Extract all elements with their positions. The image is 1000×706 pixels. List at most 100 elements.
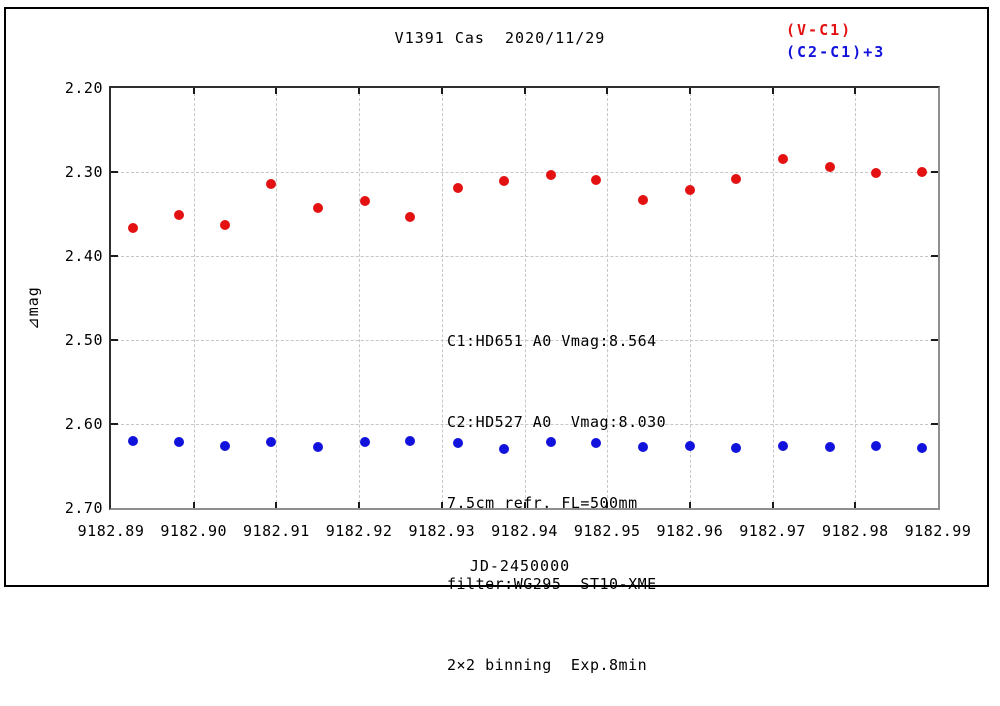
x-axis-tick-top bbox=[358, 88, 360, 94]
data-point-v-c1 bbox=[359, 195, 370, 206]
plot-area bbox=[109, 86, 940, 510]
x-axis-tick-bottom bbox=[275, 502, 277, 508]
x-axis-tick-top bbox=[193, 88, 195, 94]
y-axis-tick-right bbox=[931, 255, 938, 257]
data-point-v-c1 bbox=[453, 182, 464, 193]
figure-canvas: { "title": "V1391 Cas 2020/11/29", "lege… bbox=[4, 7, 989, 674]
y-axis-tick-right bbox=[931, 339, 938, 341]
y-tick-label: 2.60 bbox=[64, 415, 103, 433]
data-point-c2-c1 bbox=[637, 441, 648, 452]
data-point-c2-c1 bbox=[220, 440, 231, 451]
data-point-c2-c1 bbox=[545, 437, 556, 448]
x-axis-tick-top bbox=[854, 88, 856, 94]
x-tick-label: 9182.90 bbox=[160, 522, 228, 540]
y-axis-title: ⊿mag bbox=[24, 286, 42, 330]
x-tick-label: 9182.91 bbox=[243, 522, 310, 540]
x-axis-tick-bottom bbox=[193, 502, 195, 508]
legend-c2-c1-plus3: (C2-C1)+3 bbox=[786, 43, 886, 61]
vertical-gridline bbox=[359, 88, 360, 508]
data-point-c2-c1 bbox=[824, 441, 835, 452]
x-axis-tick-bottom bbox=[689, 502, 691, 508]
observation-notes: C1:HD651 A0 Vmag:8.564 C2:HD527 A0 Vmag:… bbox=[447, 274, 666, 706]
x-axis-title: JD-2450000 bbox=[469, 557, 571, 575]
legend-v-c1: (V-C1) bbox=[786, 21, 853, 39]
data-point-v-c1 bbox=[870, 167, 881, 178]
y-axis-tick-left bbox=[111, 171, 118, 173]
y-axis-tick-left bbox=[111, 255, 118, 257]
data-point-v-c1 bbox=[917, 167, 928, 177]
note-line: 2×2 binning Exp.8min bbox=[447, 656, 648, 674]
data-point-v-c1 bbox=[778, 153, 789, 164]
y-tick-label: 2.50 bbox=[64, 331, 103, 349]
x-axis-tick-top bbox=[772, 88, 774, 94]
data-point-v-c1 bbox=[591, 175, 602, 186]
data-point-c2-c1 bbox=[778, 440, 789, 451]
data-point-c2-c1 bbox=[127, 435, 138, 446]
data-point-v-c1 bbox=[684, 184, 695, 195]
vertical-gridline bbox=[442, 88, 443, 508]
y-tick-label: 2.30 bbox=[64, 163, 103, 181]
y-tick-label: 2.40 bbox=[64, 247, 103, 265]
x-axis-tick-bottom bbox=[854, 502, 856, 508]
y-tick-label: 2.20 bbox=[64, 79, 103, 97]
data-point-c2-c1 bbox=[591, 438, 602, 449]
horizontal-gridline bbox=[111, 172, 938, 173]
data-point-c2-c1 bbox=[405, 435, 416, 446]
x-axis-tick-bottom bbox=[441, 502, 443, 508]
data-point-c2-c1 bbox=[359, 437, 370, 448]
x-tick-label: 9182.98 bbox=[821, 522, 889, 540]
y-tick-label: 2.70 bbox=[64, 499, 103, 517]
x-tick-label: 9182.93 bbox=[408, 522, 476, 540]
x-axis-tick-bottom bbox=[358, 502, 360, 508]
x-tick-label: 9182.89 bbox=[77, 522, 145, 540]
vertical-gridline bbox=[276, 88, 277, 508]
x-tick-label: 9182.94 bbox=[491, 522, 558, 540]
data-point-c2-c1 bbox=[684, 440, 695, 451]
data-point-v-c1 bbox=[220, 219, 231, 230]
data-point-c2-c1 bbox=[917, 443, 928, 454]
vertical-gridline bbox=[607, 88, 608, 508]
horizontal-gridline bbox=[111, 256, 938, 257]
y-axis-tick-right bbox=[931, 171, 938, 173]
x-axis-tick-top bbox=[606, 88, 608, 94]
x-axis-tick-bottom bbox=[524, 502, 526, 508]
data-point-c2-c1 bbox=[731, 442, 742, 453]
x-tick-label: 9182.97 bbox=[739, 522, 806, 540]
vertical-gridline bbox=[855, 88, 856, 508]
note-line: filter:WG295 ST10-XME bbox=[447, 575, 657, 593]
chart-title: V1391 Cas 2020/11/29 bbox=[394, 29, 606, 47]
x-axis-tick-top bbox=[524, 88, 526, 94]
data-point-c2-c1 bbox=[870, 440, 881, 451]
data-point-v-c1 bbox=[405, 211, 416, 222]
horizontal-gridline bbox=[111, 424, 938, 425]
x-tick-label: 9182.92 bbox=[325, 522, 393, 540]
x-axis-tick-bottom bbox=[606, 502, 608, 508]
x-axis-tick-top bbox=[275, 88, 277, 94]
y-axis-tick-right bbox=[931, 423, 938, 425]
note-line: C2:HD527 A0 Vmag:8.030 bbox=[447, 413, 667, 431]
x-tick-label: 9182.95 bbox=[573, 522, 641, 540]
vertical-gridline bbox=[773, 88, 774, 508]
data-point-v-c1 bbox=[498, 176, 509, 187]
data-point-v-c1 bbox=[731, 173, 742, 184]
x-axis-tick-top bbox=[689, 88, 691, 94]
note-line: C1:HD651 A0 Vmag:8.564 bbox=[447, 332, 657, 350]
data-point-v-c1 bbox=[173, 209, 184, 220]
vertical-gridline bbox=[194, 88, 195, 508]
data-point-c2-c1 bbox=[498, 444, 509, 455]
data-point-c2-c1 bbox=[312, 441, 323, 452]
data-point-v-c1 bbox=[312, 203, 323, 214]
horizontal-gridline bbox=[111, 340, 938, 341]
y-axis-tick-left bbox=[111, 423, 118, 425]
vertical-gridline bbox=[690, 88, 691, 508]
x-axis-tick-top bbox=[441, 88, 443, 94]
data-point-v-c1 bbox=[824, 161, 835, 172]
data-point-v-c1 bbox=[545, 170, 556, 181]
vertical-gridline bbox=[525, 88, 526, 508]
note-line: 7.5cm refr. FL=500mm bbox=[447, 494, 638, 512]
data-point-c2-c1 bbox=[173, 437, 184, 448]
y-axis-tick-left bbox=[111, 339, 118, 341]
x-tick-label: 9182.99 bbox=[904, 522, 972, 540]
data-point-c2-c1 bbox=[453, 438, 464, 449]
data-point-c2-c1 bbox=[266, 437, 277, 448]
